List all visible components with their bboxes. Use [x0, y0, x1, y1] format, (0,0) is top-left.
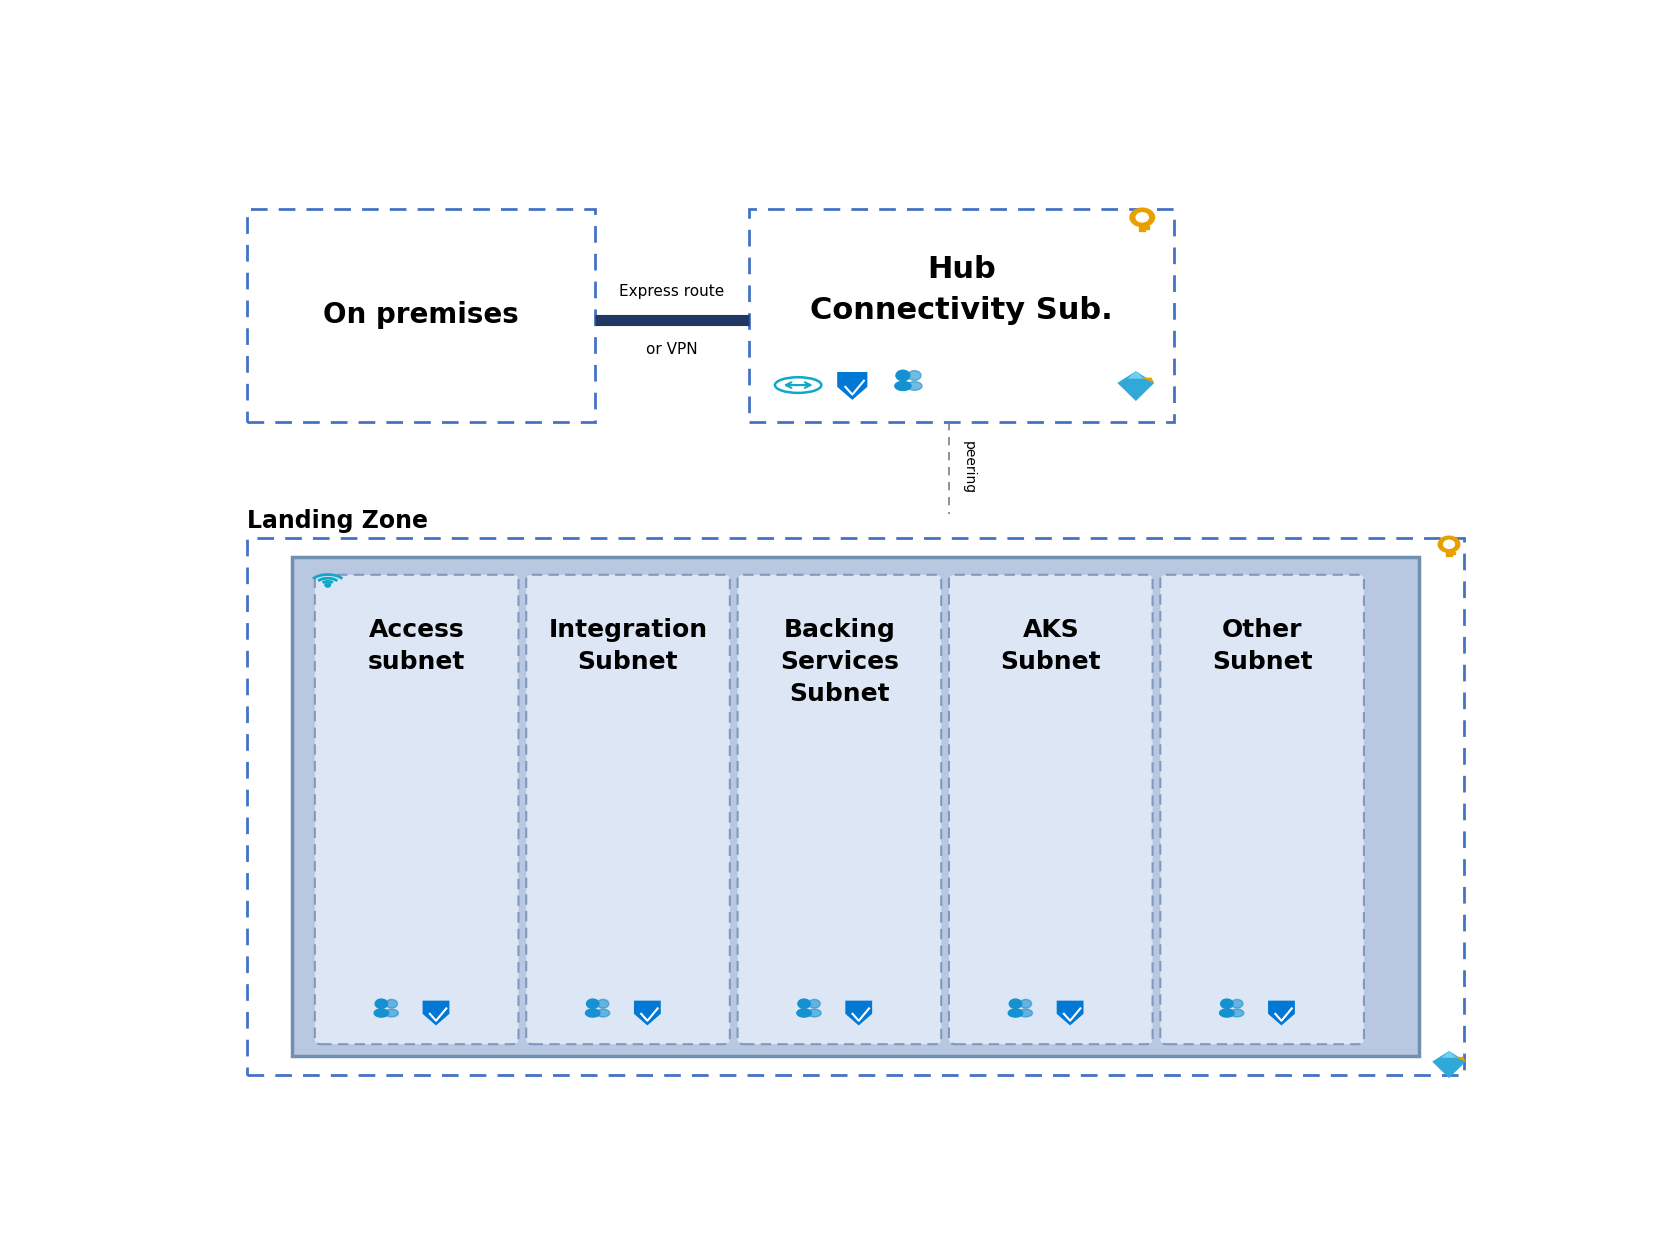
Circle shape: [386, 999, 397, 1008]
Ellipse shape: [895, 381, 911, 391]
Text: Express route: Express route: [619, 284, 725, 299]
Polygon shape: [1141, 377, 1154, 383]
Ellipse shape: [585, 1009, 600, 1017]
Polygon shape: [1432, 1051, 1465, 1079]
FancyBboxPatch shape: [526, 574, 730, 1045]
FancyBboxPatch shape: [1161, 574, 1364, 1045]
Ellipse shape: [374, 1009, 389, 1017]
Bar: [291, 557, 1420, 1056]
Circle shape: [896, 371, 910, 381]
Ellipse shape: [384, 1009, 399, 1017]
Polygon shape: [1056, 1001, 1084, 1026]
Polygon shape: [1453, 1057, 1465, 1062]
Ellipse shape: [797, 1009, 812, 1017]
Circle shape: [376, 999, 387, 1008]
Bar: [1452, 552, 1455, 554]
Ellipse shape: [906, 382, 921, 390]
Circle shape: [324, 583, 331, 587]
FancyBboxPatch shape: [738, 574, 941, 1045]
Circle shape: [808, 999, 820, 1008]
Circle shape: [1131, 209, 1154, 226]
Ellipse shape: [808, 1009, 822, 1017]
FancyBboxPatch shape: [950, 574, 1152, 1045]
Polygon shape: [845, 1001, 871, 1026]
Text: Other
Subnet: Other Subnet: [1212, 618, 1312, 674]
Bar: [1447, 544, 1452, 557]
Text: Landing Zone: Landing Zone: [246, 509, 427, 533]
Text: On premises: On premises: [323, 302, 519, 329]
Bar: [1146, 226, 1149, 229]
Text: Access
subnet: Access subnet: [368, 618, 466, 674]
Ellipse shape: [1019, 1009, 1033, 1017]
Ellipse shape: [1008, 1009, 1023, 1017]
Polygon shape: [836, 372, 868, 400]
Bar: [1452, 549, 1455, 552]
Text: Integration
Subnet: Integration Subnet: [549, 618, 707, 674]
Text: Backing
Services
Subnet: Backing Services Subnet: [780, 618, 898, 705]
Text: or VPN: or VPN: [645, 342, 698, 357]
Bar: [748, 209, 1174, 422]
Polygon shape: [1128, 371, 1144, 378]
Ellipse shape: [1231, 1009, 1244, 1017]
Bar: [246, 209, 595, 422]
Ellipse shape: [1219, 1009, 1234, 1017]
Circle shape: [1221, 999, 1232, 1008]
Bar: [246, 538, 1465, 1075]
Circle shape: [1438, 537, 1460, 552]
Circle shape: [1443, 541, 1455, 548]
Circle shape: [1136, 212, 1149, 222]
Polygon shape: [1118, 371, 1154, 401]
Circle shape: [908, 371, 921, 381]
Polygon shape: [1269, 1001, 1295, 1026]
Circle shape: [1009, 999, 1021, 1008]
Polygon shape: [634, 1001, 660, 1026]
Ellipse shape: [597, 1009, 610, 1017]
Circle shape: [1019, 999, 1031, 1008]
Circle shape: [587, 999, 599, 1008]
Circle shape: [597, 999, 609, 1008]
Polygon shape: [1442, 1051, 1457, 1057]
Text: peering: peering: [961, 441, 976, 494]
Text: AKS
Subnet: AKS Subnet: [1001, 618, 1101, 674]
Text: Hub
Connectivity Sub.: Hub Connectivity Sub.: [810, 255, 1113, 324]
Circle shape: [1231, 999, 1242, 1008]
Bar: [1146, 224, 1149, 225]
Bar: [1139, 217, 1146, 231]
FancyBboxPatch shape: [314, 574, 519, 1045]
Polygon shape: [422, 1001, 449, 1026]
Circle shape: [798, 999, 810, 1008]
